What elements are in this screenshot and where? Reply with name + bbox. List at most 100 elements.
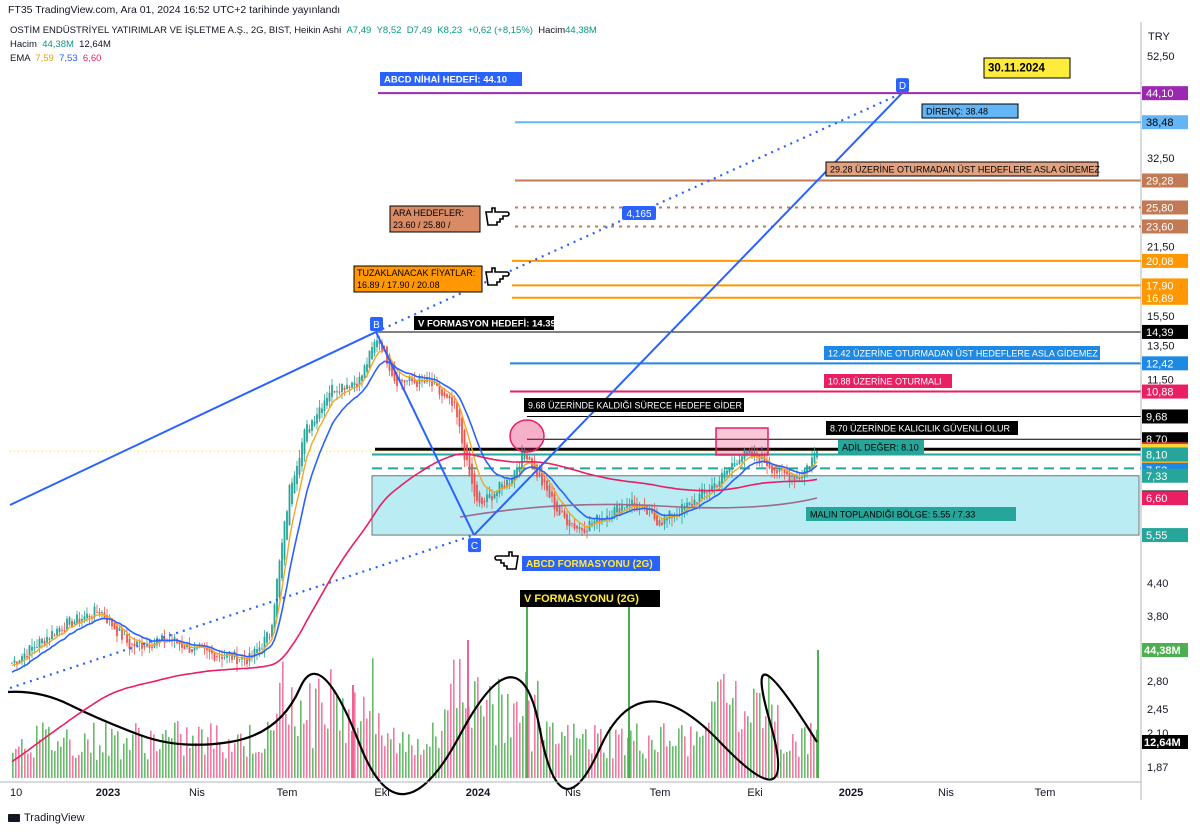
price-tag-box[interactable] — [1142, 384, 1188, 399]
price-tag-box[interactable] — [1142, 447, 1188, 462]
volume-bar — [675, 745, 677, 778]
volume-bar — [636, 723, 638, 778]
price-tag-box[interactable] — [1142, 86, 1188, 101]
volume-tag-box[interactable] — [1142, 735, 1188, 749]
candle-body — [81, 619, 83, 621]
price-tag-box[interactable] — [1142, 115, 1188, 130]
price-tag-box[interactable] — [1142, 409, 1188, 424]
fair-value-box[interactable] — [838, 440, 924, 454]
pattern-leg-ab[interactable] — [9, 331, 377, 506]
volume-bar — [543, 740, 545, 778]
candle-body — [463, 430, 466, 460]
price-tag-box[interactable] — [1142, 356, 1188, 371]
price-tag-box[interactable] — [1142, 219, 1188, 234]
volume-bar — [318, 678, 320, 778]
price-tick-label: 13,50 — [1147, 341, 1175, 353]
ema-v1: 7,59 — [35, 53, 54, 64]
candle-body — [46, 636, 48, 643]
v-target-box[interactable] — [414, 316, 554, 330]
volume-bar — [549, 726, 551, 778]
ara-targets-box[interactable] — [389, 205, 481, 233]
candle-body — [746, 452, 748, 455]
above-870-box[interactable] — [826, 421, 1018, 435]
volume-bar — [597, 733, 599, 778]
above-1242-label: 12.42 ÜZERİNE OTURMADAN ÜST HEDEFLERE AS… — [828, 349, 1098, 359]
candle-body — [506, 479, 508, 488]
candle-body — [318, 407, 321, 419]
volume-bar — [450, 683, 452, 778]
volume-bar — [555, 744, 557, 778]
candle-body — [576, 525, 578, 529]
ema-label[interactable]: EMA — [10, 53, 31, 64]
candle-body — [603, 519, 606, 521]
volume-row-label[interactable]: Hacim — [10, 39, 37, 50]
candle-body — [708, 490, 711, 493]
v-target-label: V FORMASYON HEDEFİ: 14.39 — [418, 319, 556, 330]
price-tag-box[interactable] — [1142, 253, 1188, 268]
highlight-rect[interactable] — [715, 427, 769, 456]
tradingview-brand[interactable]: TradingView — [8, 812, 85, 824]
volume-bar — [132, 734, 134, 778]
price-tick-label: 15,50 — [1147, 311, 1175, 323]
abcd-form-box[interactable] — [522, 556, 660, 571]
candle-body — [131, 643, 133, 645]
volume-bar — [585, 729, 587, 778]
volume-tag-box[interactable] — [1142, 643, 1188, 657]
volume-bar — [513, 703, 515, 778]
volume-bar — [30, 752, 32, 778]
candle-body — [278, 560, 281, 598]
candle-body — [466, 444, 468, 461]
volume-bar — [786, 752, 788, 778]
candle-body — [208, 649, 211, 652]
pattern-point-d-marker[interactable] — [896, 78, 909, 93]
volume-bar — [51, 750, 53, 778]
candle-body — [306, 424, 308, 442]
volume-bar — [564, 735, 566, 778]
price-tag-box[interactable] — [1142, 290, 1188, 305]
date-box[interactable] — [983, 57, 1071, 79]
price-tag-box[interactable] — [1142, 528, 1188, 543]
time-tick-label: Eki — [747, 787, 762, 799]
candle-body — [291, 482, 293, 505]
trap-prices-box[interactable] — [353, 265, 483, 293]
price-tag-box[interactable] — [1142, 173, 1188, 188]
candle-body — [758, 455, 761, 463]
candle-body — [96, 611, 98, 613]
pattern-point-c-marker[interactable] — [468, 538, 481, 553]
pointing-hand-icon — [485, 207, 510, 226]
volume-bar — [279, 682, 281, 778]
zone-label-box[interactable] — [806, 507, 1016, 521]
above-968-box[interactable] — [524, 398, 744, 412]
price-tag-box[interactable] — [1142, 200, 1188, 215]
ema-fast-line — [11, 349, 818, 667]
candle-body — [563, 511, 566, 518]
highlight-circle[interactable] — [509, 419, 545, 453]
candle-body — [448, 395, 451, 399]
abcd-target-box[interactable] — [380, 72, 522, 86]
price-tag-box[interactable] — [1142, 324, 1188, 339]
resistance-box[interactable] — [921, 103, 1019, 119]
above-1088-box[interactable] — [824, 374, 952, 388]
volume-bar — [54, 751, 56, 778]
volume-bar — [183, 755, 185, 778]
volume-bar — [111, 729, 113, 778]
candle-body — [516, 467, 518, 476]
pattern-leg-bc[interactable] — [375, 331, 475, 536]
price-tag-box[interactable] — [1142, 278, 1188, 293]
above-2928-box[interactable] — [825, 161, 1099, 177]
v-form-box[interactable] — [520, 590, 660, 607]
volume-bar — [531, 751, 533, 778]
candle-body — [711, 485, 713, 492]
volume-bar — [528, 700, 530, 778]
candle-body — [336, 391, 338, 393]
pattern-base-dotted[interactable] — [9, 534, 475, 690]
above-1242-box[interactable] — [824, 346, 1100, 360]
symbol-name[interactable]: OSTİM ENDÜSTRİYEL YATIRIMLAR VE İŞLETME … — [10, 25, 342, 36]
price-tag-box[interactable] — [1142, 491, 1188, 506]
volume-bar — [339, 730, 341, 778]
pattern-point-b-marker[interactable] — [370, 316, 383, 331]
volume-bar — [744, 711, 746, 778]
price-tag-box[interactable] — [1142, 468, 1188, 483]
